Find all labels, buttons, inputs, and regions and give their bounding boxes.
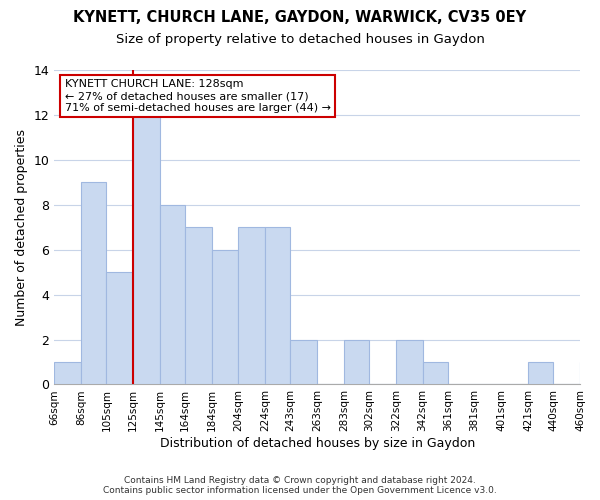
Bar [265,227,290,384]
Text: Contains HM Land Registry data © Crown copyright and database right 2024.
Contai: Contains HM Land Registry data © Crown c… [103,476,497,495]
Bar [54,362,81,384]
Bar [290,340,317,384]
Bar [344,340,369,384]
Bar [580,362,600,384]
Bar [238,227,265,384]
Bar [422,362,448,384]
Bar [81,182,106,384]
Text: KYNETT, CHURCH LANE, GAYDON, WARWICK, CV35 0EY: KYNETT, CHURCH LANE, GAYDON, WARWICK, CV… [73,10,527,25]
Bar [160,205,185,384]
Bar [133,115,160,384]
X-axis label: Distribution of detached houses by size in Gaydon: Distribution of detached houses by size … [160,437,475,450]
Bar [212,250,238,384]
Bar [106,272,133,384]
Y-axis label: Number of detached properties: Number of detached properties [15,128,28,326]
Text: Size of property relative to detached houses in Gaydon: Size of property relative to detached ho… [116,32,484,46]
Text: KYNETT CHURCH LANE: 128sqm
← 27% of detached houses are smaller (17)
71% of semi: KYNETT CHURCH LANE: 128sqm ← 27% of deta… [65,80,331,112]
Bar [396,340,422,384]
Bar [185,227,212,384]
Bar [528,362,553,384]
